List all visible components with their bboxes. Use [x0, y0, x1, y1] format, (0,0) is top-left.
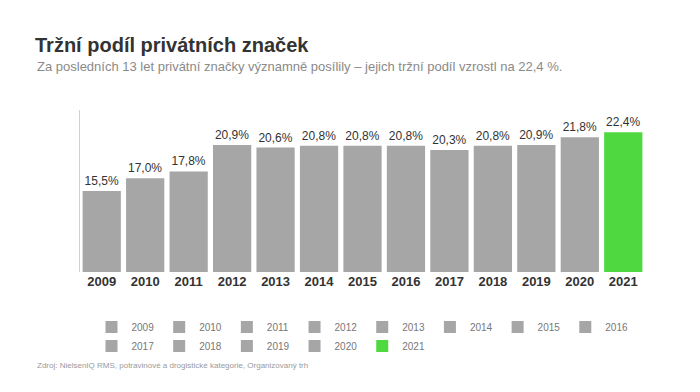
svg-text:20,8%: 20,8%	[476, 129, 510, 143]
svg-text:2018: 2018	[478, 274, 507, 289]
svg-text:2010: 2010	[199, 322, 222, 333]
svg-text:2021: 2021	[609, 274, 638, 289]
svg-text:20,8%: 20,8%	[302, 129, 336, 143]
svg-text:2009: 2009	[132, 322, 155, 333]
svg-text:Tržní podíl privátních značek: Tržní podíl privátních značek	[35, 34, 309, 56]
svg-text:2014: 2014	[305, 274, 335, 289]
svg-text:2013: 2013	[261, 274, 290, 289]
svg-text:2013: 2013	[402, 322, 425, 333]
svg-text:2016: 2016	[391, 274, 420, 289]
svg-text:20,9%: 20,9%	[215, 128, 249, 142]
svg-text:2011: 2011	[267, 322, 289, 333]
svg-text:2009: 2009	[87, 274, 116, 289]
svg-text:2016: 2016	[605, 322, 628, 333]
svg-text:2015: 2015	[538, 322, 561, 333]
svg-text:20,6%: 20,6%	[258, 131, 292, 145]
svg-text:20,3%: 20,3%	[432, 133, 466, 147]
svg-text:2012: 2012	[335, 322, 358, 333]
svg-text:2015: 2015	[348, 274, 377, 289]
svg-text:Za posledních 13 let privátní: Za posledních 13 let privátní značky výz…	[37, 59, 562, 74]
svg-text:2012: 2012	[218, 274, 247, 289]
svg-text:2017: 2017	[435, 274, 464, 289]
svg-text:2019: 2019	[267, 341, 290, 352]
svg-text:2020: 2020	[335, 341, 358, 352]
svg-text:2017: 2017	[132, 341, 155, 352]
svg-text:21,8%: 21,8%	[563, 120, 597, 134]
svg-text:2010: 2010	[131, 274, 160, 289]
svg-text:2020: 2020	[565, 274, 594, 289]
svg-text:2011: 2011	[175, 274, 203, 289]
svg-text:22,4%: 22,4%	[606, 115, 640, 129]
svg-text:17,8%: 17,8%	[171, 154, 205, 168]
svg-text:Zdroj: NielsenIQ RMS, potravin: Zdroj: NielsenIQ RMS, potravinové a drog…	[37, 361, 308, 370]
svg-text:20,9%: 20,9%	[519, 128, 553, 142]
svg-text:2018: 2018	[199, 341, 222, 352]
svg-text:17,0%: 17,0%	[128, 161, 162, 175]
svg-text:2021: 2021	[402, 341, 425, 352]
svg-text:20,8%: 20,8%	[389, 129, 423, 143]
svg-text:15,5%: 15,5%	[85, 174, 119, 188]
svg-text:20,8%: 20,8%	[345, 129, 379, 143]
svg-text:2014: 2014	[470, 322, 493, 333]
svg-text:2019: 2019	[522, 274, 551, 289]
